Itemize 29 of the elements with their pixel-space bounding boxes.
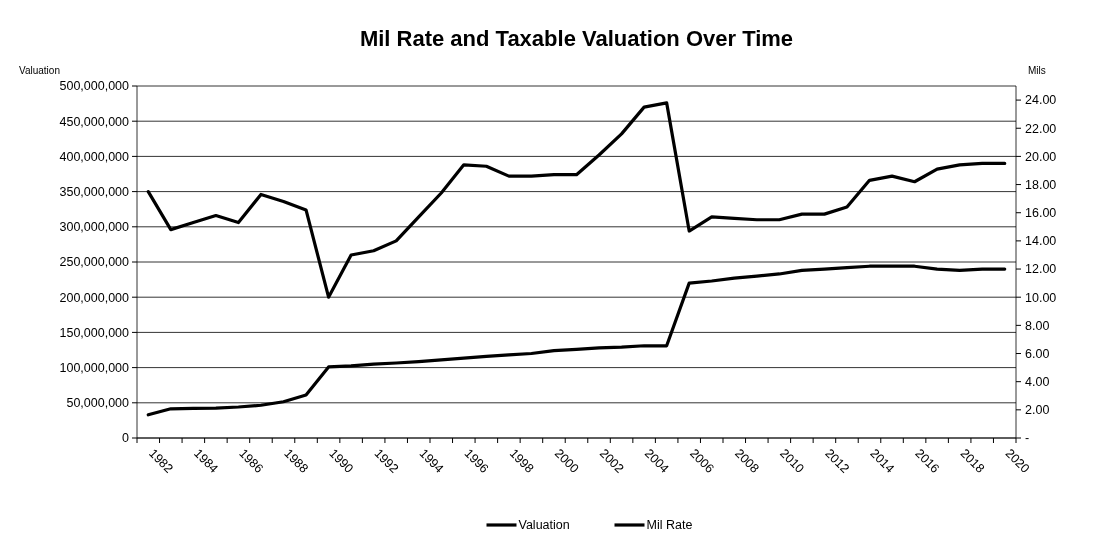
- y-tick-label: 150,000,000: [59, 325, 130, 340]
- y-tick-label: 400,000,000: [59, 149, 130, 164]
- y2-tick-label: 20.00: [1025, 149, 1057, 164]
- y2-tick-label: 12.00: [1025, 262, 1057, 277]
- y2-tick-label: 8.00: [1025, 318, 1050, 333]
- y-tick-label: 350,000,000: [59, 184, 130, 199]
- y-tick-label: 300,000,000: [59, 220, 130, 235]
- y2-tick-label: 18.00: [1025, 177, 1057, 192]
- y2-tick-label: 14.00: [1025, 234, 1057, 249]
- legend-label: Mil Rate: [646, 518, 693, 532]
- y2-tick-label: 16.00: [1025, 206, 1057, 221]
- y-tick-label: 200,000,000: [59, 290, 130, 305]
- y2-tick-label: 4.00: [1025, 375, 1050, 390]
- y2-tick-label: 10.00: [1025, 290, 1057, 305]
- y2-tick-label: 24.00: [1025, 93, 1057, 108]
- y2-tick-label: -: [1025, 431, 1030, 446]
- y-tick-label: 0: [122, 431, 130, 446]
- y-tick-label: 250,000,000: [59, 255, 130, 270]
- y2-tick-label: 2.00: [1025, 403, 1050, 418]
- chart-title: Mil Rate and Taxable Valuation Over Time: [359, 26, 794, 51]
- legend-label: Valuation: [518, 518, 570, 532]
- y-tick-label: 500,000,000: [59, 79, 130, 94]
- y-tick-label: 450,000,000: [59, 114, 130, 129]
- y-tick-label: 100,000,000: [59, 360, 130, 375]
- y2-tick-label: 22.00: [1025, 121, 1057, 136]
- y-axis-title: Valuation: [19, 65, 60, 76]
- y2-tick-label: 6.00: [1025, 346, 1050, 361]
- y2-axis-title: Mils: [1028, 65, 1046, 76]
- y-tick-label: 50,000,000: [66, 396, 130, 411]
